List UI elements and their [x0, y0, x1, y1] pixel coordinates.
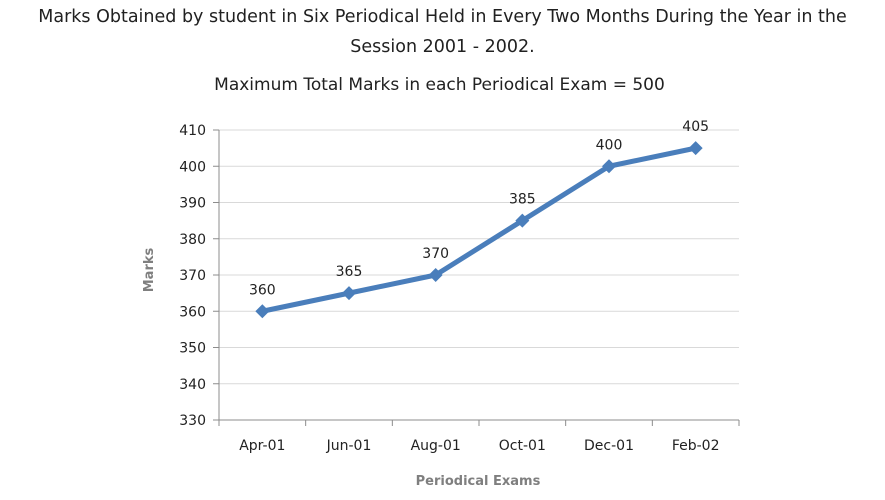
- data-point-marker: [428, 268, 443, 282]
- x-tick-label: Oct-01: [499, 438, 546, 454]
- x-tick-label: Apr-01: [239, 438, 285, 454]
- data-point-marker: [602, 159, 616, 174]
- data-label: 365: [336, 264, 363, 280]
- y-tick-label: 360: [179, 304, 206, 320]
- x-tick-label: Dec-01: [584, 438, 634, 454]
- heading-line-1: Marks Obtained by student in Six Periodi…: [38, 7, 847, 27]
- y-tick-label: 390: [179, 196, 206, 212]
- y-tick-label: 350: [179, 341, 206, 357]
- x-tick-label: Aug-01: [411, 438, 461, 454]
- axis-layer: 330 340 350 360 370 380 390 400 410 Apr-01 Jun-01 A…: [179, 123, 740, 454]
- data-point-marker: [255, 304, 270, 319]
- label-layer: 360 365 370 385 400 405: [249, 119, 709, 298]
- x-axis-title: Periodical Exams: [416, 474, 541, 489]
- heading-line-2: Session 2001 - 2002.: [350, 37, 535, 57]
- series-line: [259, 145, 699, 314]
- y-tick-label: 410: [179, 123, 206, 139]
- y-tick-label: 330: [179, 413, 206, 429]
- series-layer: [255, 141, 703, 319]
- data-point-marker: [688, 141, 703, 156]
- data-label: 360: [249, 282, 276, 298]
- data-point-marker: [515, 213, 530, 228]
- chart-heading: Marks Obtained by student in Six Periodi…: [0, 2, 885, 62]
- grid-layer: [219, 129, 739, 385]
- data-label: 405: [682, 119, 709, 135]
- y-tick-label: 340: [179, 377, 206, 393]
- data-point-marker: [342, 286, 356, 301]
- data-label: 400: [596, 137, 623, 153]
- chart-subtitle-text: Maximum Total Marks in each Periodical E…: [214, 75, 665, 95]
- data-label: 370: [422, 246, 449, 262]
- y-tick-label: 400: [179, 159, 206, 175]
- y-tick-label: 380: [179, 232, 206, 248]
- y-tick-label: 370: [179, 268, 206, 284]
- data-label: 385: [509, 192, 536, 208]
- x-tick-label: Jun-01: [326, 438, 372, 454]
- chart-subtitle: Maximum Total Marks in each Periodical E…: [0, 75, 885, 95]
- y-axis-title: Marks: [142, 247, 157, 292]
- x-tick-label: Feb-02: [672, 438, 720, 454]
